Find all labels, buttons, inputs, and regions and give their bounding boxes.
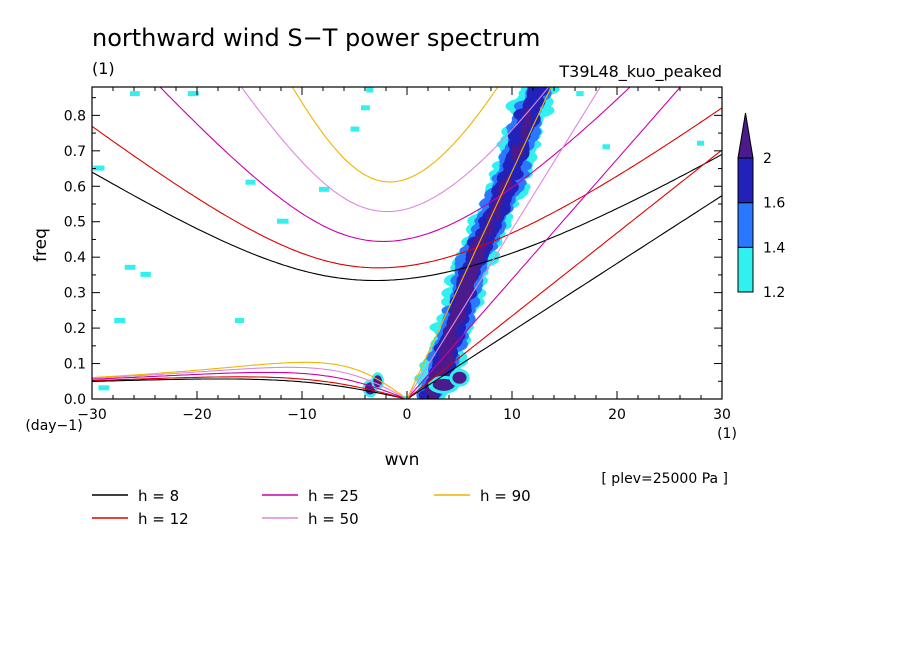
rossby-curve (92, 361, 405, 398)
colorbar-label: 1.4 (763, 240, 785, 256)
colorbar-extend (737, 112, 754, 159)
x-axis: −30 −20 −10 0 10 20 30 (77, 87, 731, 423)
speck (245, 179, 256, 185)
x-tick-label: 20 (608, 407, 626, 423)
x-tick-label: −10 (287, 407, 317, 423)
kelvin-band-patch (511, 144, 518, 162)
speck (350, 126, 360, 132)
inertia-gravity-curve (159, 87, 631, 242)
run-label: T39L48_kuo_peaked (558, 62, 722, 82)
x-axis-label: wvn (385, 450, 420, 470)
speck (697, 140, 705, 146)
colorbar-segment (737, 202, 754, 248)
y-tick-label: 0.7 (64, 144, 86, 160)
y-axis: 0.0 0.1 0.2 0.3 0.4 0.5 0.6 0.7 0.8 (64, 97, 722, 408)
speck (319, 186, 330, 192)
speck (114, 318, 126, 323)
rossby-curve (92, 378, 405, 399)
legend-label: h = 8 (138, 487, 179, 505)
colorbar-label: 1.6 (763, 196, 785, 212)
low-freq-patch (432, 378, 455, 391)
inertia-gravity-curve (92, 107, 722, 269)
rossby-curve (92, 371, 405, 399)
kelvin-curve (406, 149, 722, 399)
inertia-gravity-curve (240, 87, 550, 213)
speck (93, 165, 105, 171)
power-shading (93, 87, 705, 399)
inertia-gravity-curve (291, 87, 499, 183)
speck (576, 91, 584, 97)
dispersion-curves (92, 87, 722, 399)
colorbar: 1.2 1.4 1.6 2 (737, 112, 785, 301)
speck (98, 385, 110, 391)
x-tick-label: −30 (77, 407, 107, 423)
kelvin-band-patch (517, 140, 525, 157)
colorbar-label: 1.2 (763, 285, 785, 301)
speck (130, 91, 140, 97)
legend: h = 8 h = 12 h = 25 h = 50 h = 90 (92, 487, 531, 528)
legend-label: h = 50 (308, 510, 359, 528)
x-tick-label: 30 (713, 407, 731, 423)
kelvin-band-patch (520, 123, 528, 141)
y-axis-unit: (day−1) (25, 418, 82, 434)
y-tick-label: 0.3 (64, 286, 86, 302)
speck (187, 91, 199, 97)
kelvin-curve (406, 87, 552, 399)
chart-title: northward wind S−T power spectrum (92, 24, 540, 52)
low-freq-patch (452, 371, 467, 384)
speck (366, 87, 374, 93)
y-tick-label: 0.1 (64, 357, 86, 373)
rossby-curve (92, 376, 405, 399)
legend-label: h = 90 (480, 487, 531, 505)
y-tick-label: 0.5 (64, 215, 86, 231)
speck (277, 218, 289, 224)
speck (140, 271, 151, 277)
colorbar-label: 2 (763, 151, 772, 167)
colorbar-segment (737, 157, 754, 204)
kelvin-curve (406, 195, 722, 399)
rossby-curve (92, 366, 405, 399)
y-tick-label: 0.8 (64, 108, 86, 124)
x-tick-label: 10 (503, 407, 521, 423)
speck (361, 105, 370, 111)
kelvin-band-patch (505, 174, 513, 191)
level-note: [ plev=25000 Pa ] (601, 471, 728, 487)
y-axis-label: freq (31, 228, 51, 262)
plot-frame (91, 86, 723, 400)
y-tick-label: 0.6 (64, 179, 86, 195)
y-tick-label: 0.2 (64, 321, 86, 337)
y-tick-label: 0.0 (64, 392, 86, 408)
kelvin-curve (406, 87, 682, 399)
x-tick-label: −20 (182, 407, 212, 423)
legend-label: h = 25 (308, 487, 359, 505)
speck (602, 144, 610, 150)
kelvin-curve (406, 87, 602, 399)
legend-label: h = 12 (138, 510, 189, 528)
chart-units: (1) (92, 59, 115, 78)
x-tick-label: 0 (403, 407, 412, 423)
x-axis-unit: (1) (717, 426, 737, 442)
speck (124, 264, 136, 270)
y-tick-label: 0.4 (64, 250, 86, 266)
inertia-gravity-curve (92, 153, 722, 282)
speck (235, 318, 244, 323)
colorbar-segment (737, 246, 754, 293)
